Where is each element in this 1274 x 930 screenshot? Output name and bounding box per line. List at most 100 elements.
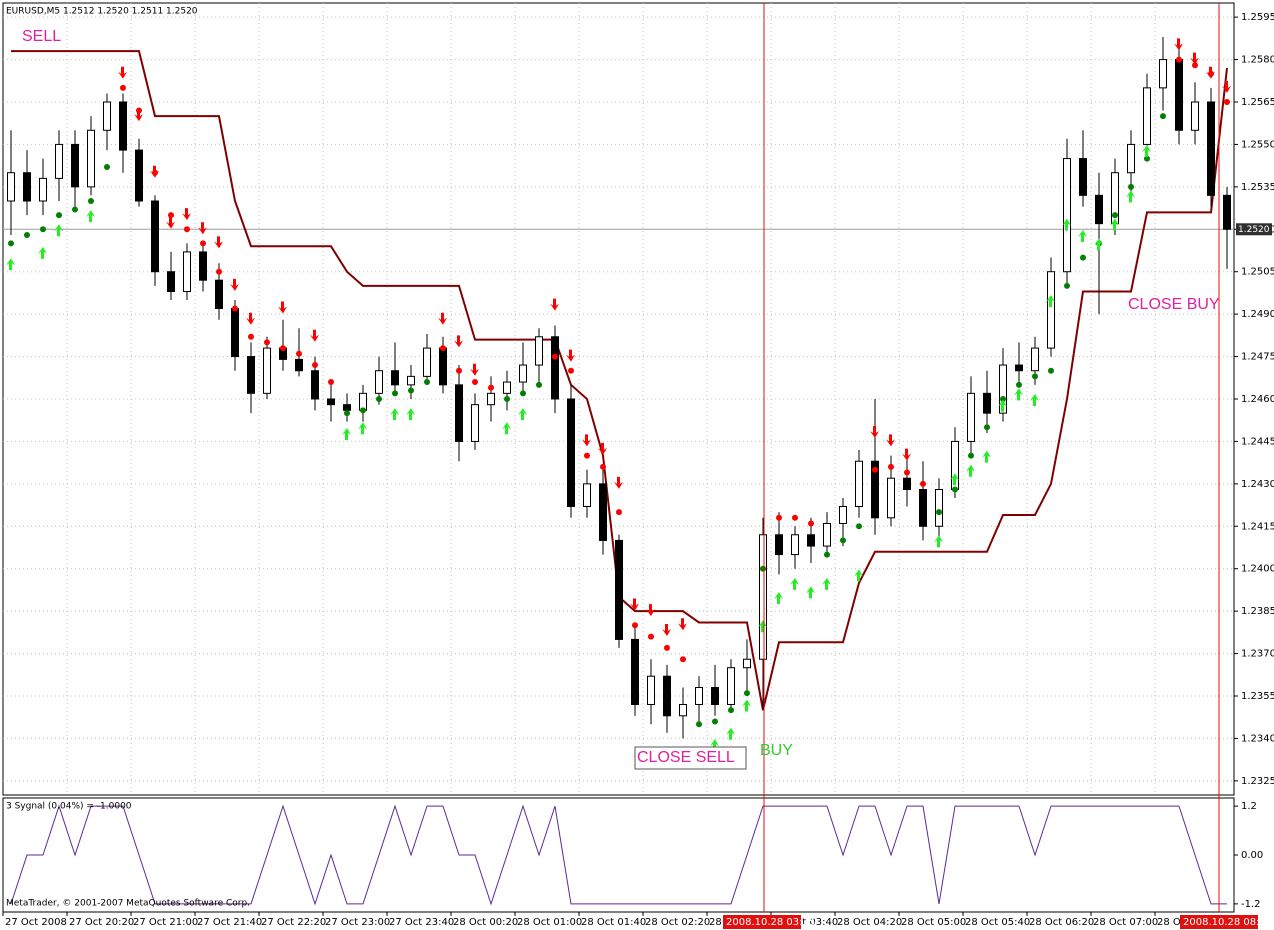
signal-arrow [822,577,831,590]
signal-arrow [854,569,863,582]
y-tick-label: 1.2400 [1241,564,1274,575]
candle-body [551,336,559,400]
signal-arrow [342,427,351,440]
signal-dot [264,339,270,346]
signal-arrow [950,473,959,486]
annotation-box [634,746,747,770]
signal-dot [200,240,206,247]
y-tick-label: 1.2580 [1241,55,1274,66]
signal-dot [776,514,782,521]
candle-body [391,370,399,386]
y-tick-label: 1.2445 [1241,436,1274,447]
signal-arrow [902,448,911,461]
candle-body [807,534,815,547]
candle-body [119,101,127,151]
signal-arrow [1094,238,1103,251]
signal-dot [1176,56,1182,63]
signal-arrow [742,699,751,712]
candle-body [183,251,191,293]
signal-arrow [1046,295,1055,307]
candle-body [135,149,143,202]
signal-arrow [774,592,783,604]
signal-dot [904,469,910,476]
candle-body [455,384,463,442]
signal-dot [104,164,110,171]
signal-dot [1048,367,1054,374]
signal-dot [680,656,686,663]
candle-body [647,675,655,705]
signal-arrow [54,224,63,237]
signal-dot [888,463,894,470]
signal-dot [360,407,366,414]
signal-dot [232,305,238,312]
candle-body [1063,158,1071,273]
candle-body [711,687,719,705]
candle-body [471,404,479,442]
annotation: CLOSE SELL [637,749,735,766]
signal-arrow [1030,394,1039,406]
signal-dot [1016,381,1022,388]
x-tick-label: 28 Oct 04:20 [837,917,902,928]
candle-body [1047,271,1055,349]
candle-body [87,129,95,188]
signal-dot [584,452,590,459]
y-tick-label: 1.2565 [1241,97,1274,108]
x-tick-label: 28 Oct 07:00 [1093,917,1158,928]
chart-header: EURUSD,M5 1.2512 1.2520 1.2511 1.2520 [6,7,198,17]
signal-arrow [614,476,623,489]
signal-dot [984,424,990,431]
signal-dot [24,231,30,238]
signal-dot [552,353,558,360]
signal-dot [248,333,254,340]
signal-arrow [518,408,527,421]
candle-body [1127,143,1135,174]
main-plot [2,2,1235,796]
signal-arrow [310,329,319,342]
x-tick-label: 28 Oct 01:40 [581,917,646,928]
indicator-plot [2,797,1235,913]
signal-arrow [1126,190,1135,203]
candle-body [199,251,207,281]
candle-body [567,398,575,507]
signal-arrow [38,246,47,259]
signal-arrow [86,210,95,223]
candle-body [1159,59,1167,89]
y-tick-label: 1.2460 [1241,394,1274,405]
candle-body [855,460,863,507]
signal-arrow [566,349,575,362]
signal-dot [808,520,814,527]
signal-dot [520,390,526,397]
signal-arrow [678,618,687,631]
x-tick-label: 27 Oct 22:20 [261,917,326,928]
copyright: MetaTrader, © 2001-2007 MetaQuotes Softw… [6,899,250,909]
signal-dot [1160,113,1166,120]
candle-body [215,279,223,309]
annotation: BUY [760,742,793,759]
candle-body [439,347,447,386]
signal-dot [1032,373,1038,380]
signal-dot [472,379,478,386]
candle-body [231,307,239,358]
cursor-label: 2008.10.28 08:20 [1183,917,1272,928]
y-tick-label: 1.2 [1241,801,1257,812]
signal-dot [840,537,846,544]
candle-body [663,675,671,717]
candle-body [503,381,511,394]
candle-body [1191,101,1199,131]
x-tick-label: 28 Oct 06:20 [1029,917,1094,928]
candle-body [743,658,751,669]
candle-body [887,477,895,519]
candle-body [247,356,255,394]
signal-dot [952,486,958,493]
signal-arrow [6,258,15,271]
signal-dot [72,206,78,213]
signal-arrow [454,335,463,348]
signal-dot [856,523,862,530]
x-tick-label: 27 Oct 21:00 [133,917,198,928]
signal-dot [600,463,606,470]
y-tick-label: 1.2505 [1241,267,1274,278]
indicator-header: 3 Sygnal (0.04%) = -1.0000 [6,802,132,812]
signal-dot [120,84,126,91]
